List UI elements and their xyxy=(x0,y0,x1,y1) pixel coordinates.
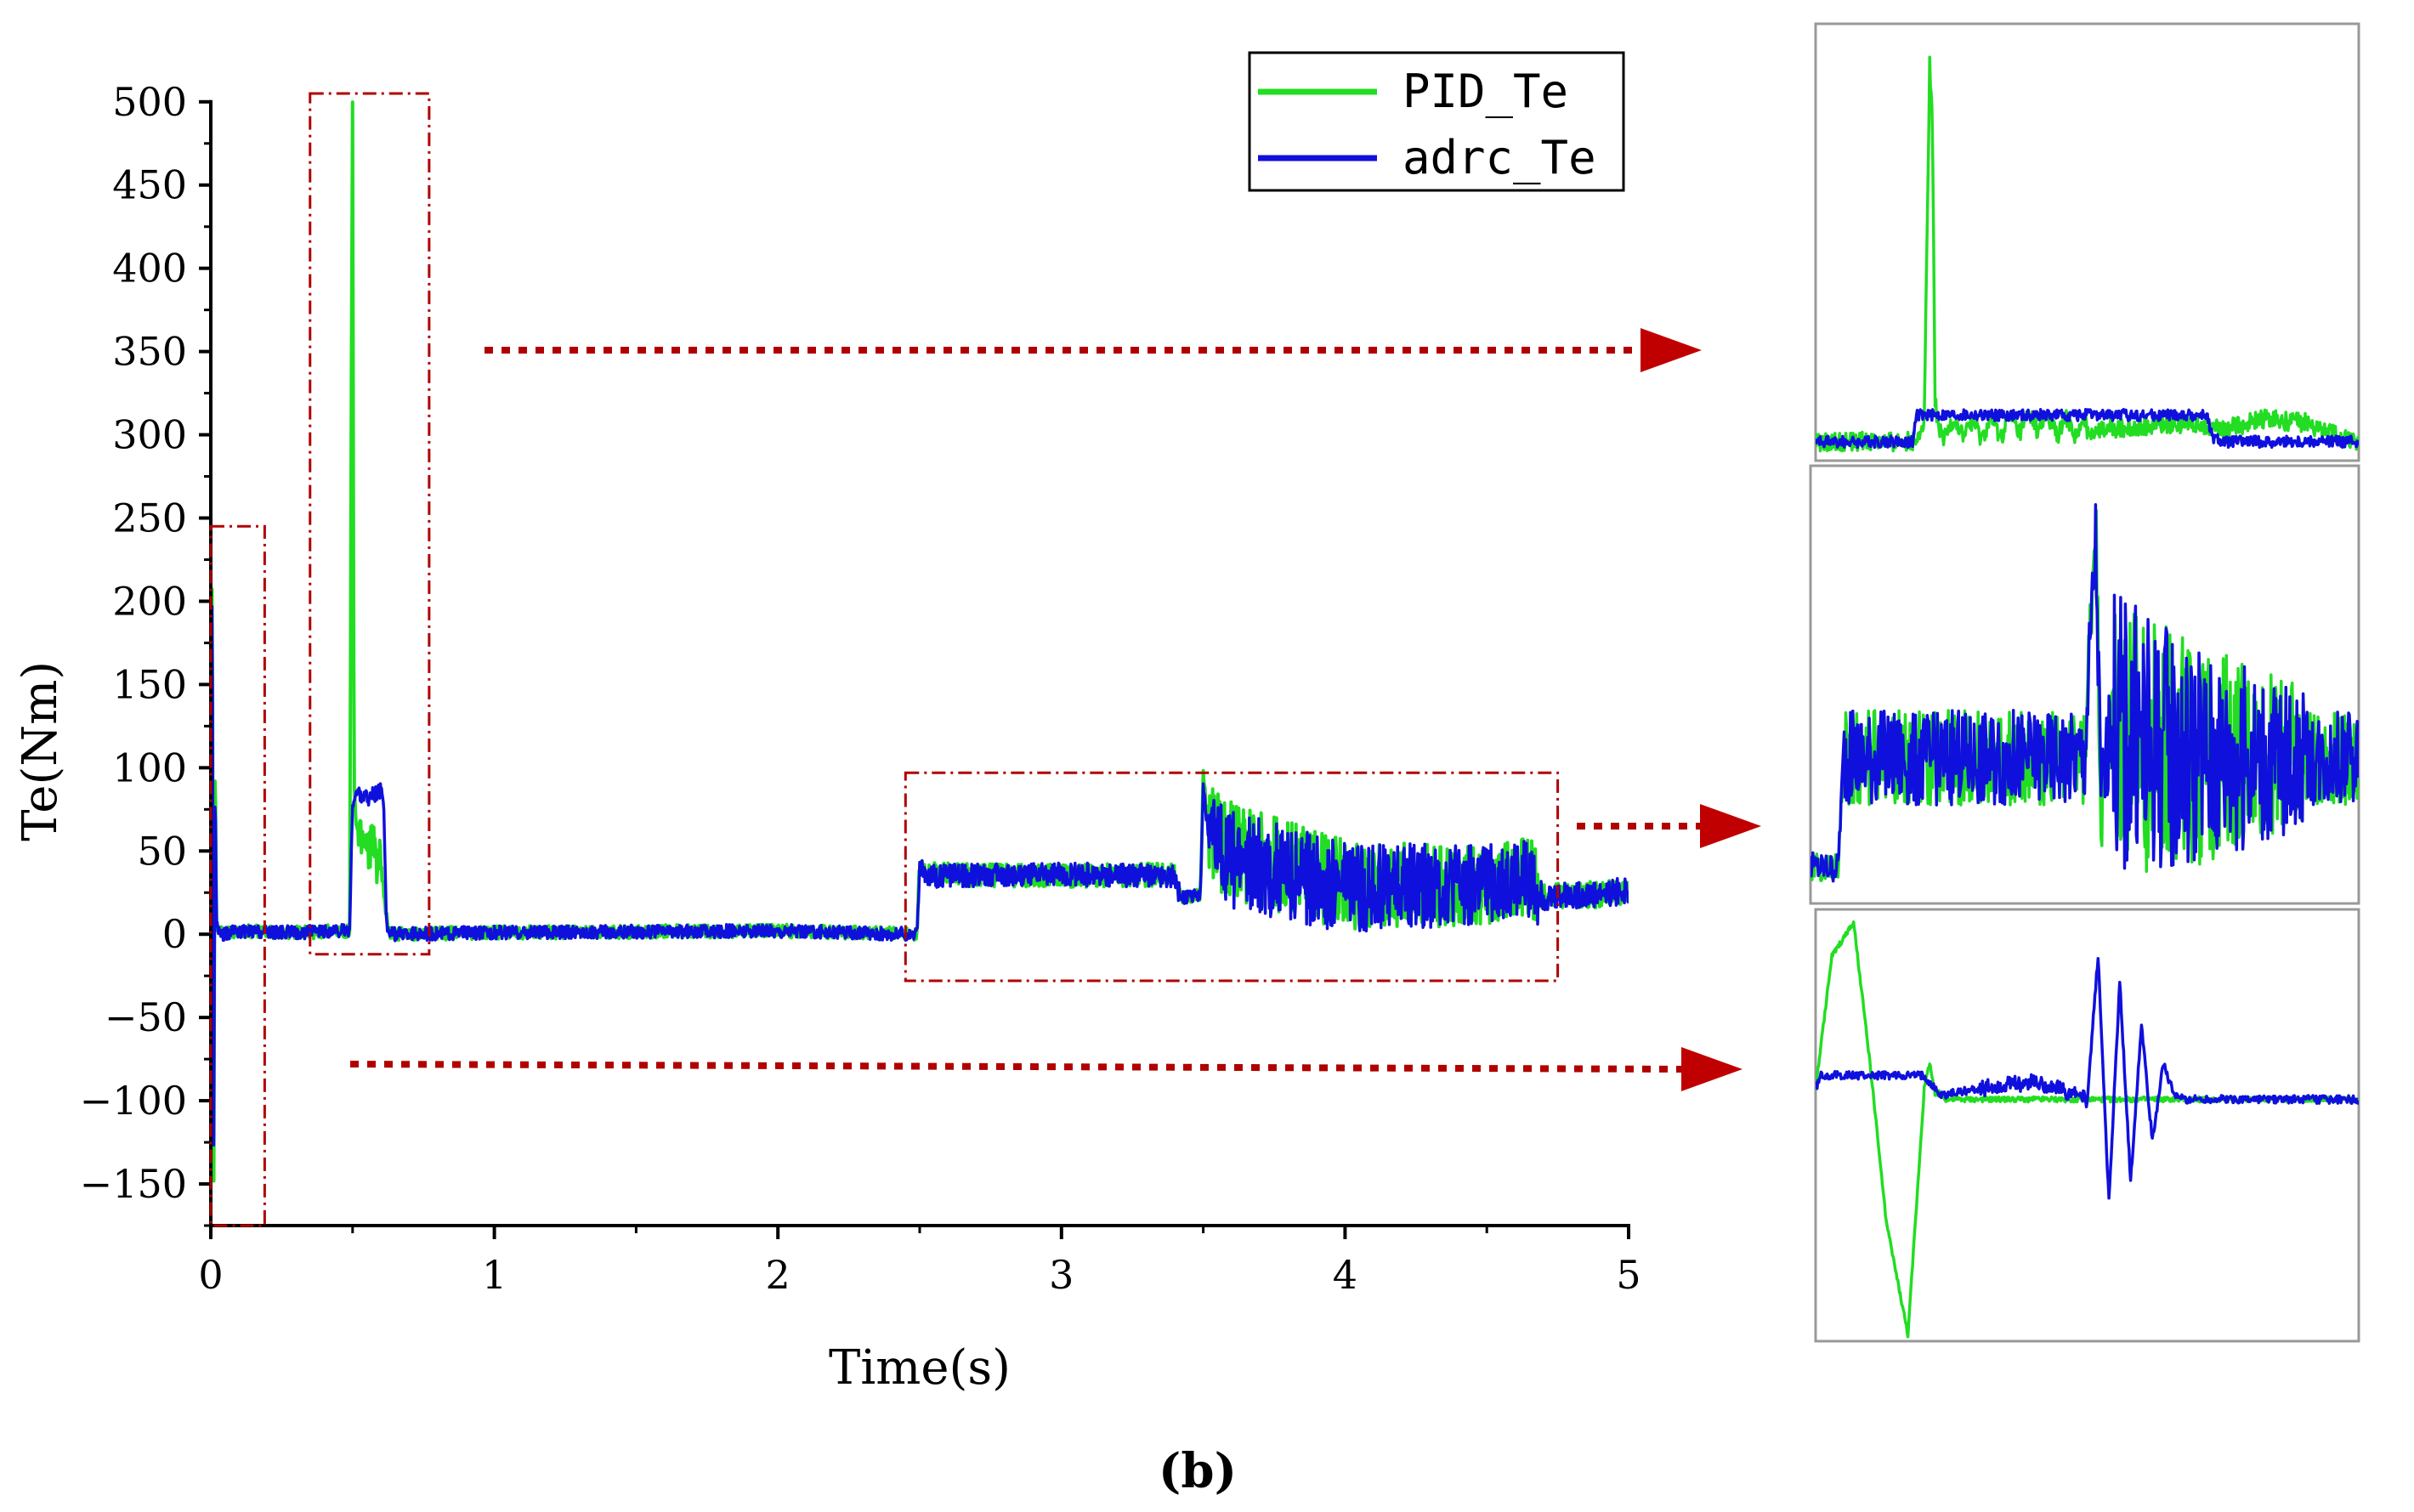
highlight-boxes xyxy=(209,92,1560,1227)
x-tick-label: 2 xyxy=(766,1252,790,1298)
highlight-box xyxy=(309,92,431,956)
y-tick-label: 300 xyxy=(112,412,187,458)
inset-series-pid-te xyxy=(1816,55,2359,453)
y-tick-label: −50 xyxy=(105,994,187,1040)
arrow-3-line xyxy=(349,1061,1687,1073)
y-tick-label: 400 xyxy=(112,246,187,292)
zoom-inset-initial-transient xyxy=(1814,908,2360,1343)
inset-plot xyxy=(1816,55,2359,453)
y-tick-label: −150 xyxy=(80,1161,187,1207)
arrow-2-head xyxy=(1700,804,1761,848)
series-line-adrc-te xyxy=(211,605,1629,1147)
inset-plot xyxy=(1810,503,2359,883)
highlight-box xyxy=(904,771,1560,983)
highlight-box xyxy=(209,524,266,1227)
arrow-3-head xyxy=(1681,1047,1742,1091)
legend-label-pid-te: PID_Te xyxy=(1402,65,1568,118)
inset-frame xyxy=(1814,22,2360,462)
inset-plot xyxy=(1816,920,2359,1339)
y-tick-label: −100 xyxy=(80,1078,187,1124)
x-tick-label: 3 xyxy=(1049,1252,1074,1298)
figure-caption: (b) xyxy=(1159,1443,1237,1499)
arrow-1-head xyxy=(1640,328,1702,372)
y-tick-label: 350 xyxy=(112,329,187,375)
main-axes: 500450400350300250200150100500−50−100−15… xyxy=(13,79,1641,1396)
main-chart: 500450400350300250200150100500−50−100−15… xyxy=(13,79,1641,1396)
y-axis-title: Te(Nm) xyxy=(13,661,68,841)
zoom-inset-startup-load xyxy=(1814,22,2360,462)
y-tick-label: 450 xyxy=(112,162,187,208)
inset-series-adrc-te xyxy=(1816,407,2359,450)
legend-label-adrc-te: adrc_Te xyxy=(1402,131,1596,184)
legend-frame xyxy=(1248,51,1625,192)
x-tick-label: 5 xyxy=(1616,1252,1640,1298)
y-tick-label: 50 xyxy=(137,828,187,874)
y-tick-label: 0 xyxy=(162,911,187,957)
series-line-pid-te xyxy=(211,100,1629,1183)
main-plot-area xyxy=(211,100,1629,1183)
inset-series-adrc-te xyxy=(1810,503,2359,883)
x-tick-label: 4 xyxy=(1333,1252,1357,1298)
y-tick-label: 100 xyxy=(112,745,187,790)
y-tick-label: 150 xyxy=(112,661,187,707)
y-tick-label: 500 xyxy=(112,79,187,125)
x-tick-label: 0 xyxy=(198,1252,223,1298)
inset-series-adrc-te xyxy=(1816,956,2359,1200)
y-tick-label: 200 xyxy=(112,578,187,624)
inset-frame xyxy=(1809,464,2360,905)
x-tick-label: 1 xyxy=(482,1252,507,1298)
x-axis-title: Time(s) xyxy=(829,1340,1011,1396)
zoom-arrows xyxy=(349,328,1761,1091)
zoom-inset-load-steps xyxy=(1809,464,2360,905)
y-tick-label: 250 xyxy=(112,496,187,541)
legend: PID_Te adrc_Te xyxy=(1248,51,1625,192)
inset-frame xyxy=(1814,908,2360,1343)
